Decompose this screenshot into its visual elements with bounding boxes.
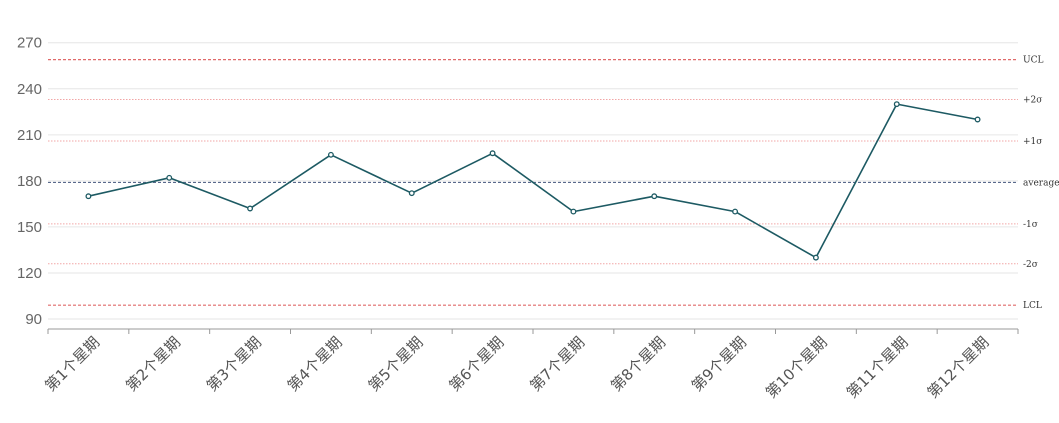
x-tick-label: 第6个星期: [446, 333, 508, 395]
data-point: [247, 205, 254, 212]
data-point: [651, 193, 658, 200]
x-tick-label: 第10个星期: [762, 333, 831, 402]
x-tick-label: 第3个星期: [203, 333, 265, 395]
control-line-label: UCL: [1023, 56, 1043, 66]
control-line-label: +2σ: [1023, 96, 1042, 106]
x-tick-label: 第11个星期: [843, 333, 912, 402]
x-tick-label: 第9个星期: [688, 333, 750, 395]
x-axis-tick-labels: 第1个星期 第2个星期 第3个星期 第4个星期 第5个星期 第6个星期 第7个星期 第8个星期…: [41, 333, 992, 402]
x-tick-label: 第7个星期: [526, 333, 588, 395]
data-point: [408, 190, 415, 197]
y-tick-label: 270: [17, 35, 42, 52]
x-tick-label: 第8个星期: [607, 333, 669, 395]
y-tick-label: 150: [17, 219, 42, 236]
grid-lines: [48, 42, 1018, 320]
y-tick-label: 90: [25, 311, 42, 328]
data-point: [732, 208, 739, 215]
data-points: [85, 101, 981, 261]
control-line-label: -2σ: [1023, 260, 1038, 270]
x-tick-label: 第2个星期: [122, 333, 184, 395]
x-tick-label: 第1个星期: [41, 333, 103, 395]
data-point: [327, 151, 334, 158]
x-axis: [47, 328, 1019, 334]
y-tick-label: 180: [17, 173, 42, 190]
data-point: [812, 254, 819, 261]
y-tick-label: 240: [17, 81, 42, 98]
series-line: [88, 103, 978, 259]
control-line-label: LCL: [1023, 301, 1042, 311]
x-tick-label: 第12个星期: [924, 333, 993, 402]
control-line-label: -1σ: [1023, 220, 1038, 230]
y-tick-label: 120: [17, 265, 42, 282]
control-line-label: average: [1023, 178, 1059, 188]
x-tick-label: 第5个星期: [365, 333, 427, 395]
y-tick-label: 210: [17, 127, 42, 144]
data-point: [489, 150, 496, 157]
series-polyline: [88, 103, 978, 259]
x-tick-label: 第4个星期: [284, 333, 346, 395]
data-point: [893, 101, 900, 108]
y-axis-tick-labels: 90 120 150 180 210 240 270: [17, 35, 42, 328]
data-point: [570, 208, 577, 215]
control-line-label: +1σ: [1023, 137, 1042, 147]
data-point: [974, 116, 981, 123]
data-point: [166, 174, 173, 181]
data-point: [85, 193, 92, 200]
